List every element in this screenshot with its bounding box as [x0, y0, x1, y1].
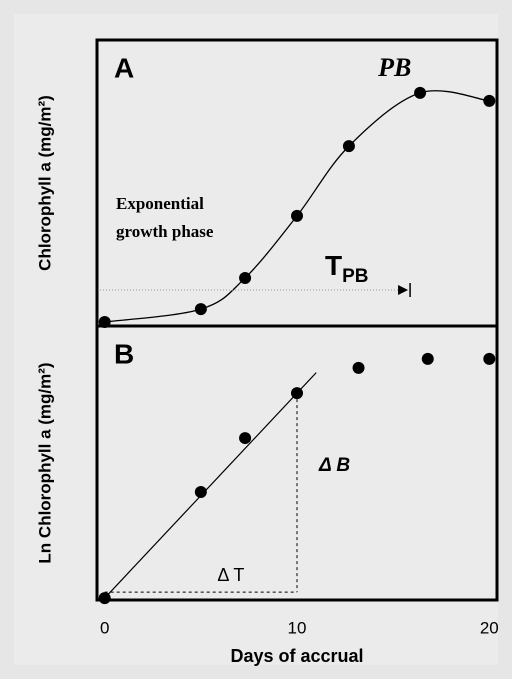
panel-label: B — [114, 338, 134, 369]
peak-label: PB — [377, 53, 411, 82]
content: A Chlorophyll a (mg/m²) PB Exponential growt… — [35, 52, 498, 665]
frame — [95, 38, 499, 602]
tpb-main: T — [325, 250, 342, 281]
tpb-sub: PB — [342, 266, 368, 287]
data-point — [352, 361, 365, 374]
tpb-label: TPB — [325, 250, 369, 287]
panel-label: A — [114, 52, 134, 83]
data-point — [239, 271, 252, 284]
phase-label: growth phase — [116, 222, 214, 241]
x-tick-label: 20 — [480, 618, 499, 637]
data-point — [421, 352, 434, 365]
delta-t-label: Δ T — [217, 565, 244, 585]
data-point — [194, 303, 207, 316]
data-point — [291, 387, 303, 400]
data-point — [342, 140, 355, 153]
data-point — [483, 352, 496, 365]
x-tick-label: 10 — [288, 618, 307, 637]
tpb-arrow — [398, 285, 409, 295]
y-axis-label: Chlorophyll a (mg/m²) — [35, 95, 54, 271]
y-axis-label: Ln Chlorophyll a (mg/m²) — [35, 362, 54, 563]
data-point — [414, 86, 427, 99]
delta-b-label: Δ B — [318, 455, 350, 476]
data-point — [239, 432, 252, 445]
fit-line — [104, 372, 317, 599]
data-point — [98, 592, 111, 605]
data-point — [483, 94, 496, 107]
panel-bg — [14, 14, 498, 665]
x-axis-label: Days of accrual — [230, 646, 363, 666]
x-tick-label: 0 — [100, 618, 109, 637]
data-point — [194, 486, 207, 499]
data-point — [291, 209, 303, 222]
phase-label: Exponential — [116, 194, 204, 213]
